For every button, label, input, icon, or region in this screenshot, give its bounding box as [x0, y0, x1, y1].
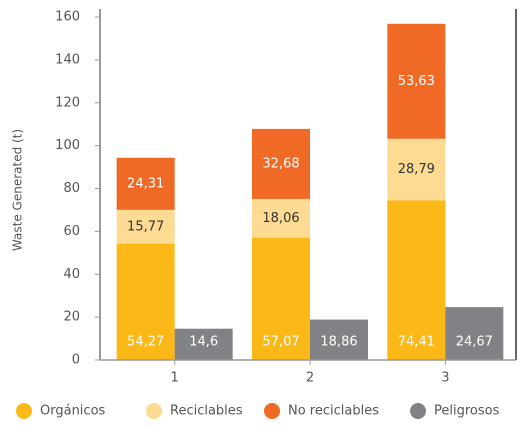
- bar: [387, 200, 446, 360]
- bar: [252, 128, 310, 199]
- bar: [174, 328, 233, 360]
- data-label: 32,68: [262, 156, 299, 171]
- legend-label: Orgánicos: [40, 404, 106, 419]
- data-label: 18,06: [262, 211, 299, 226]
- y-tick-label: 120: [55, 95, 80, 110]
- data-label: 24,31: [127, 176, 164, 191]
- legend-marker: [264, 403, 280, 419]
- y-tick-label: 40: [63, 267, 80, 282]
- data-label: 18,86: [320, 335, 357, 350]
- legend-label: Reciclables: [170, 404, 243, 419]
- bar: [445, 307, 504, 360]
- y-tick-label: 20: [63, 310, 80, 325]
- bar: [116, 157, 175, 210]
- y-tick-label: 100: [55, 138, 80, 153]
- y-tick-label: 140: [55, 52, 80, 67]
- data-label: 15,77: [127, 219, 164, 234]
- y-tick-label: 160: [55, 10, 80, 25]
- data-label: 24,67: [456, 335, 493, 350]
- x-tick-label: 3: [441, 371, 449, 386]
- data-label: 53,63: [398, 74, 435, 89]
- y-axis-label: Waste Generated (t): [11, 129, 25, 251]
- bar: [116, 243, 175, 360]
- y-tick-label: 60: [63, 224, 80, 239]
- data-label: 57,07: [262, 335, 299, 350]
- x-tick-label: 1: [171, 371, 179, 386]
- bar: [252, 198, 310, 238]
- bar: [116, 209, 175, 244]
- y-tick-label: 80: [63, 181, 80, 196]
- bar: [252, 237, 310, 360]
- legend-label: Peligrosos: [434, 404, 500, 419]
- legend-marker: [146, 403, 162, 419]
- x-tick-label: 2: [306, 371, 314, 386]
- legend-label: No reciclables: [288, 404, 379, 419]
- data-label: 14,6: [189, 335, 218, 350]
- legend-marker: [16, 403, 32, 419]
- legend-marker: [410, 403, 426, 419]
- data-label: 28,79: [398, 162, 435, 177]
- y-tick-label: 0: [72, 353, 80, 368]
- bar: [387, 138, 446, 201]
- data-label: 54,27: [127, 335, 164, 350]
- bar: [387, 23, 446, 139]
- data-label: 74,41: [398, 335, 435, 350]
- bar: [310, 319, 368, 360]
